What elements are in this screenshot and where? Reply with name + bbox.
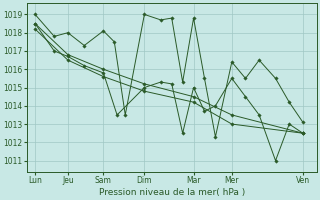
X-axis label: Pression niveau de la mer( hPa ): Pression niveau de la mer( hPa ) [99,188,245,197]
